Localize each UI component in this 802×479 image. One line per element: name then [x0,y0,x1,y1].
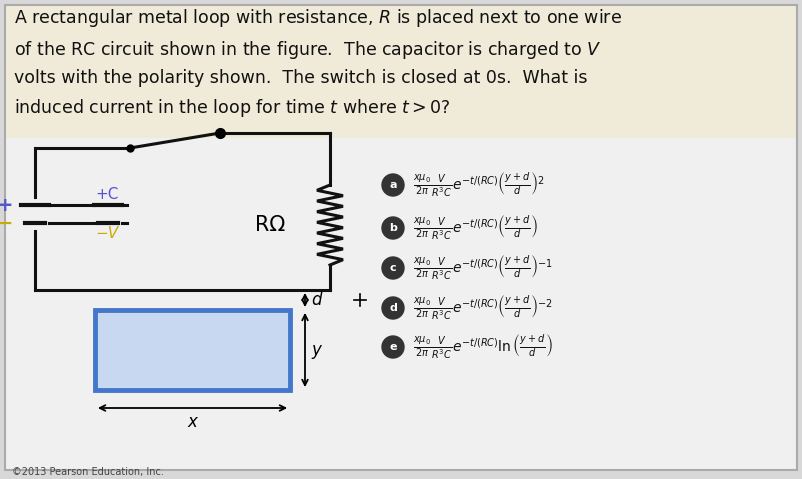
Text: d: d [389,303,397,313]
Text: $\frac{x\mu_0}{2\pi}\frac{V}{R^3C}e^{-t/(RC)}\left(\frac{y+d}{d}\right)^{-1}$: $\frac{x\mu_0}{2\pi}\frac{V}{R^3C}e^{-t/… [413,254,553,282]
Text: $\frac{x\mu_0}{2\pi}\frac{V}{R^3C}e^{-t/(RC)}\ln\left(\frac{y+d}{d}\right)$: $\frac{x\mu_0}{2\pi}\frac{V}{R^3C}e^{-t/… [413,333,553,361]
Text: RΩ: RΩ [255,215,286,235]
Circle shape [382,174,404,196]
Text: a: a [389,180,397,190]
Text: +: + [0,195,13,215]
Text: c: c [390,263,396,273]
Circle shape [382,217,404,239]
Circle shape [382,297,404,319]
Text: A rectangular metal loop with resistance, $R$ is placed next to one wire
of the : A rectangular metal loop with resistance… [14,7,622,119]
Text: x: x [188,413,197,431]
Bar [95,310,290,390]
Text: e: e [389,342,397,352]
Circle shape [382,336,404,358]
Circle shape [382,257,404,279]
Text: $\frac{x\mu_0}{2\pi}\frac{V}{R^3C}e^{-t/(RC)}\left(\frac{y+d}{d}\right)^{2}$: $\frac{x\mu_0}{2\pi}\frac{V}{R^3C}e^{-t/… [413,171,545,199]
Text: d: d [311,291,322,309]
Text: ©2013 Pearson Education, Inc.: ©2013 Pearson Education, Inc. [12,467,164,477]
Text: $\frac{x\mu_0}{2\pi}\frac{V}{R^3C}e^{-t/(RC)}\left(\frac{y+d}{d}\right)^{-2}$: $\frac{x\mu_0}{2\pi}\frac{V}{R^3C}e^{-t/… [413,294,553,322]
Text: b: b [389,223,397,233]
Text: +C: +C [95,187,119,202]
Text: −V: −V [95,226,118,241]
Bar [5,5,797,138]
Text: −: − [0,214,13,232]
Text: y: y [311,341,321,359]
Bar [5,138,797,470]
Text: $\frac{x\mu_0}{2\pi}\frac{V}{R^3C}e^{-t/(RC)}\left(\frac{y+d}{d}\right)$: $\frac{x\mu_0}{2\pi}\frac{V}{R^3C}e^{-t/… [413,214,538,242]
